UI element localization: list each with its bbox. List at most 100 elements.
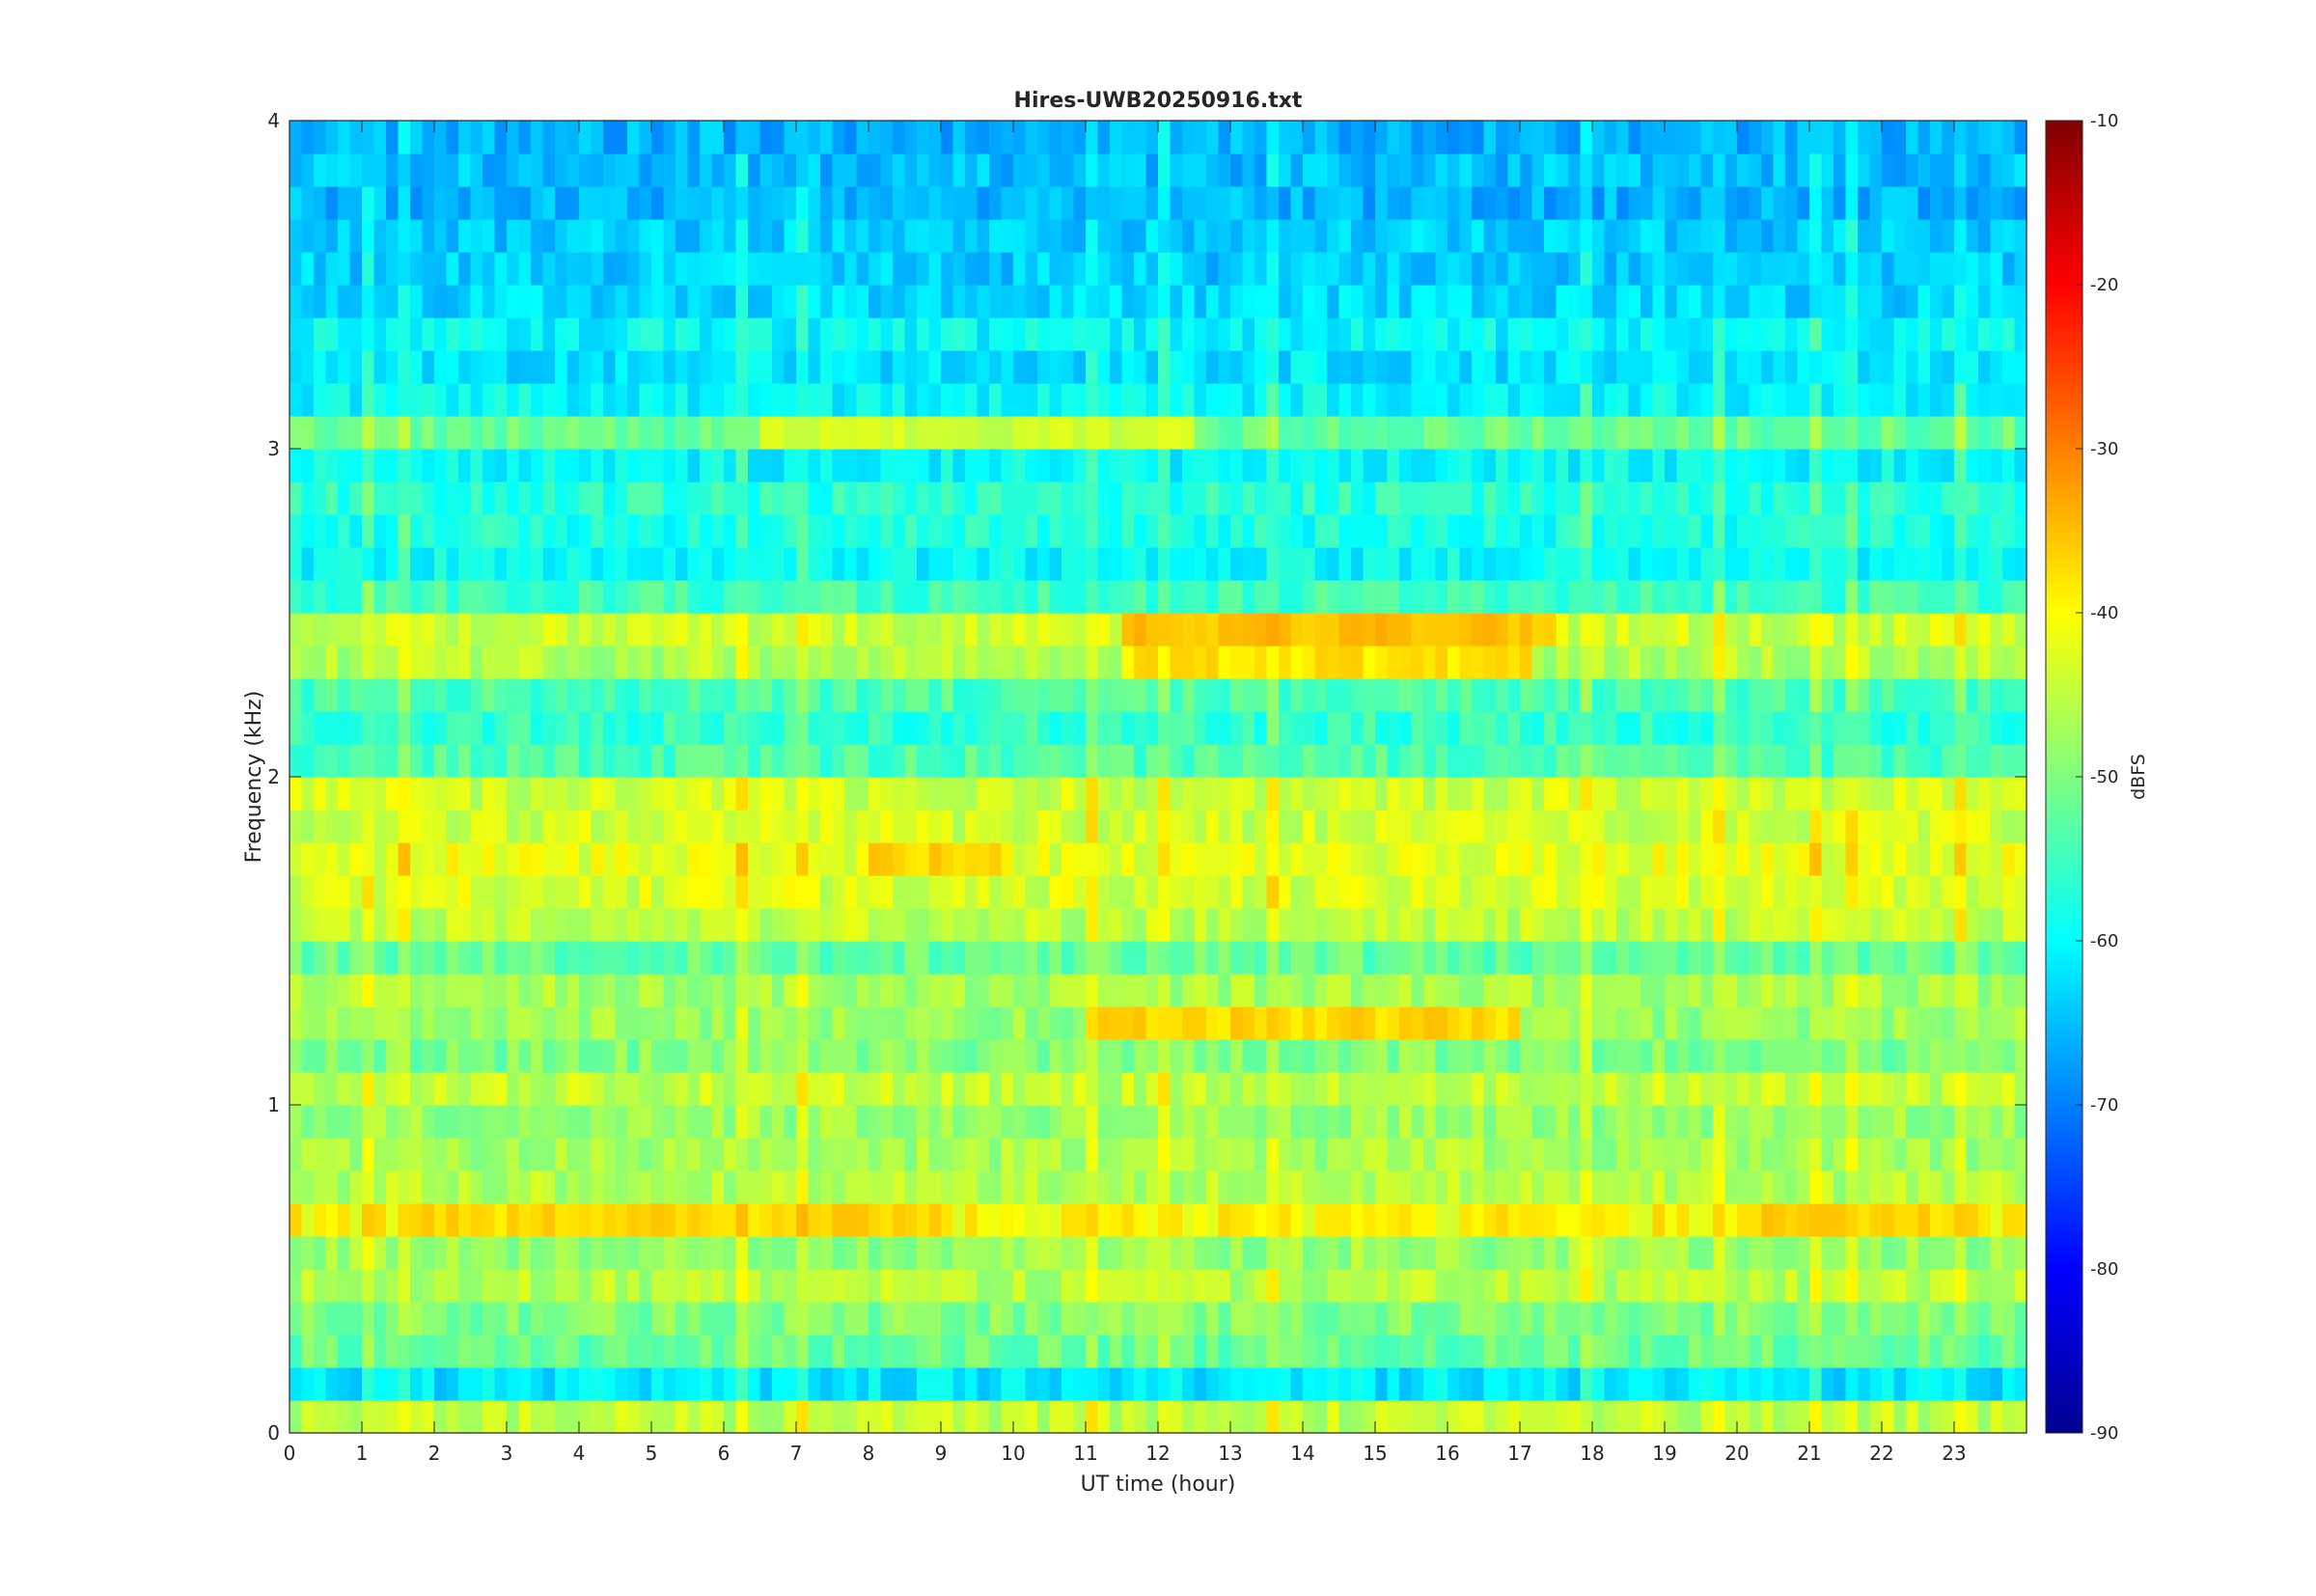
heatmap-cell bbox=[820, 1302, 834, 1335]
heatmap-cell bbox=[290, 350, 303, 384]
heatmap-cell bbox=[1749, 941, 1762, 975]
heatmap-cell bbox=[410, 285, 424, 318]
heatmap-cell bbox=[1942, 875, 1955, 909]
heatmap-cell bbox=[1435, 514, 1448, 548]
heatmap-cell bbox=[1387, 777, 1400, 811]
heatmap-cell bbox=[868, 646, 882, 679]
heatmap-cell bbox=[1351, 1335, 1365, 1368]
heatmap-cell bbox=[1013, 1367, 1027, 1401]
heatmap-cell bbox=[615, 317, 628, 351]
heatmap-cell bbox=[1496, 1335, 1509, 1368]
heatmap-cell bbox=[1507, 1302, 1521, 1335]
heatmap-cell bbox=[735, 1170, 749, 1204]
heatmap-cell bbox=[1568, 646, 1582, 679]
heatmap-cell bbox=[1206, 547, 1220, 581]
heatmap-cell bbox=[893, 317, 906, 351]
heatmap-cell bbox=[977, 1105, 990, 1139]
heatmap-cell bbox=[1665, 810, 1678, 843]
heatmap-cell bbox=[893, 449, 906, 482]
heatmap-cell bbox=[1724, 1335, 1738, 1368]
heatmap-cell bbox=[1086, 908, 1099, 942]
heatmap-cell bbox=[1930, 875, 1944, 909]
heatmap-cell bbox=[1242, 1138, 1255, 1171]
heatmap-cell bbox=[542, 1236, 556, 1270]
heatmap-cell bbox=[1182, 744, 1196, 778]
heatmap-cell bbox=[1170, 482, 1183, 515]
heatmap-cell bbox=[1206, 1138, 1220, 1171]
heatmap-cell bbox=[700, 777, 713, 811]
heatmap-cell bbox=[1689, 514, 1702, 548]
heatmap-cell bbox=[410, 1170, 424, 1204]
heatmap-cell bbox=[1809, 1006, 1823, 1040]
heatmap-cell bbox=[1134, 449, 1147, 482]
heatmap-cell bbox=[820, 1203, 834, 1237]
heatmap-cell bbox=[1737, 547, 1751, 581]
heatmap-cell bbox=[290, 383, 303, 417]
heatmap-cell bbox=[2014, 1138, 2027, 1171]
heatmap-cell bbox=[687, 285, 701, 318]
heatmap-cell bbox=[1990, 482, 2003, 515]
heatmap-cell bbox=[1556, 317, 1569, 351]
heatmap-cell bbox=[1194, 810, 1207, 843]
heatmap-cell bbox=[1242, 1302, 1255, 1335]
heatmap-cell bbox=[844, 974, 858, 1007]
heatmap-cell bbox=[434, 1138, 448, 1171]
heatmap-cell bbox=[1158, 1039, 1172, 1073]
heatmap-cell bbox=[507, 908, 520, 942]
heatmap-cell bbox=[1773, 580, 1786, 614]
heatmap-cell bbox=[1869, 941, 1883, 975]
heatmap-cell bbox=[687, 547, 701, 581]
heatmap-cell bbox=[784, 908, 797, 942]
heatmap-cell bbox=[1882, 1269, 1895, 1303]
heatmap-cell bbox=[1062, 1203, 1075, 1237]
heatmap-cell bbox=[893, 711, 906, 745]
heatmap-cell bbox=[1194, 383, 1207, 417]
heatmap-cell bbox=[1062, 744, 1075, 778]
heatmap-cell bbox=[904, 613, 918, 647]
heatmap-cell bbox=[1496, 908, 1509, 942]
heatmap-cell bbox=[482, 1269, 496, 1303]
heatmap-cell bbox=[1544, 810, 1558, 843]
heatmap-cell bbox=[1749, 514, 1762, 548]
heatmap-cell bbox=[989, 1367, 1003, 1401]
heatmap-cell bbox=[1387, 482, 1400, 515]
heatmap-cell bbox=[676, 1269, 689, 1303]
heatmap-cell bbox=[1363, 1367, 1376, 1401]
heatmap-cell bbox=[1917, 810, 1931, 843]
heatmap-cell bbox=[844, 908, 858, 942]
heatmap-cell bbox=[820, 1269, 834, 1303]
heatmap-cell bbox=[1966, 777, 1979, 811]
heatmap-cell bbox=[1761, 678, 1775, 712]
heatmap-cell bbox=[1640, 744, 1654, 778]
heatmap-cell bbox=[1990, 580, 2003, 614]
heatmap-cell bbox=[290, 1400, 303, 1434]
heatmap-cell bbox=[880, 1367, 894, 1401]
heatmap-cell bbox=[325, 908, 339, 942]
heatmap-cell bbox=[1676, 383, 1690, 417]
heatmap-cell bbox=[651, 383, 665, 417]
heatmap-cell bbox=[566, 1039, 580, 1073]
heatmap-cell bbox=[904, 317, 918, 351]
heatmap-cell bbox=[868, 317, 882, 351]
heatmap-cell bbox=[904, 678, 918, 712]
heatmap-cell bbox=[941, 613, 954, 647]
heatmap-cell bbox=[2014, 744, 2027, 778]
heatmap-cell bbox=[349, 317, 363, 351]
heatmap-cell bbox=[1110, 1203, 1123, 1237]
heatmap-cell bbox=[832, 1105, 845, 1139]
heatmap-cell bbox=[1821, 383, 1834, 417]
heatmap-cell bbox=[676, 580, 689, 614]
heatmap-cell bbox=[1604, 1203, 1617, 1237]
heatmap-cell bbox=[494, 285, 508, 318]
heatmap-cell bbox=[1797, 777, 1810, 811]
heatmap-cell bbox=[2014, 941, 2027, 975]
heatmap-cell bbox=[1279, 580, 1292, 614]
heatmap-cell bbox=[1700, 383, 1714, 417]
heatmap-cell bbox=[941, 482, 954, 515]
heatmap-cell bbox=[1266, 810, 1280, 843]
heatmap-cell bbox=[1592, 1138, 1606, 1171]
heatmap-cell bbox=[410, 875, 424, 909]
heatmap-cell bbox=[349, 777, 363, 811]
heatmap-cell bbox=[422, 1170, 435, 1204]
heatmap-cell bbox=[1170, 941, 1183, 975]
